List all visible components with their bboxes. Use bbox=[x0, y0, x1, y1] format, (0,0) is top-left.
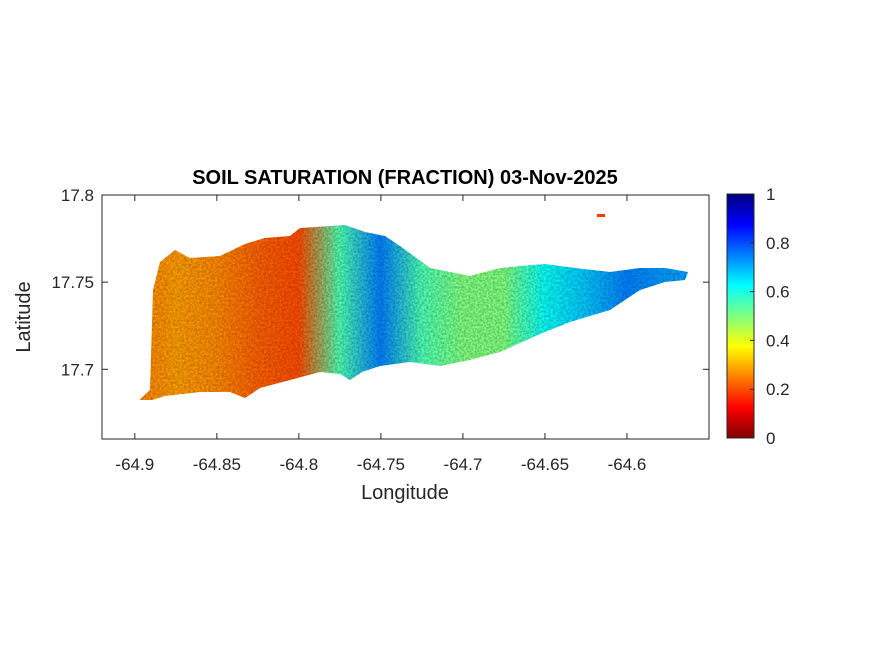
texture-overlay bbox=[133, 225, 688, 400]
colorbar-tick-label: 0.2 bbox=[766, 380, 790, 399]
colorbar-tick-label: 1 bbox=[766, 185, 775, 204]
x-tick-label: -64.6 bbox=[608, 455, 647, 474]
colorbar-tick-label: 0.4 bbox=[766, 331, 790, 350]
y-tick-label: 17.8 bbox=[61, 186, 94, 205]
y-axis: 17.7 17.75 17.8 bbox=[51, 186, 709, 379]
x-tick-label: -64.65 bbox=[521, 455, 569, 474]
x-tick-label: -64.8 bbox=[279, 455, 318, 474]
colorbar-tick-label: 0 bbox=[766, 429, 775, 448]
x-axis: -64.9 -64.85 -64.8 -64.75 -64.7 -64.65 -64.6 bbox=[115, 195, 646, 474]
plot-area bbox=[101, 194, 710, 440]
y-tick-label: 17.7 bbox=[61, 360, 94, 379]
chart-title: SOIL SATURATION (FRACTION) 03-Nov-2025 bbox=[192, 167, 618, 189]
x-tick-label: -64.7 bbox=[444, 455, 483, 474]
colorbar-gradient bbox=[726, 193, 755, 439]
x-tick-label: -64.85 bbox=[193, 455, 241, 474]
colorbar-tick-label: 0.8 bbox=[766, 234, 790, 253]
saturation-map bbox=[133, 225, 688, 400]
x-tick-label: -64.75 bbox=[357, 455, 405, 474]
y-tick-label: 17.75 bbox=[51, 273, 94, 292]
offshore-cay bbox=[597, 214, 605, 217]
x-axis-label: Longitude bbox=[361, 482, 449, 504]
y-axis-label: Latitude bbox=[13, 281, 35, 352]
colorbar-tick-label: 0.6 bbox=[766, 283, 790, 302]
colorbar-ticks: 0 0.2 0.4 0.6 0.8 1 bbox=[750, 185, 790, 448]
colorbar: 0 0.2 0.4 0.6 0.8 1 bbox=[726, 185, 790, 448]
x-tick-label: -64.9 bbox=[115, 455, 154, 474]
